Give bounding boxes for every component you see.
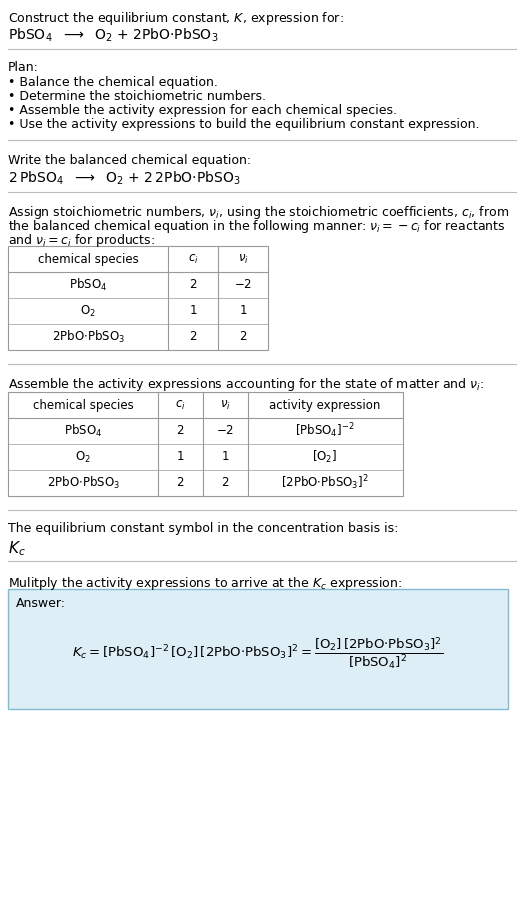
Text: Write the balanced chemical equation:: Write the balanced chemical equation: — [8, 154, 251, 167]
Text: $\nu_i$: $\nu_i$ — [220, 398, 231, 412]
Text: $\mathrm{PbSO_4}$: $\mathrm{PbSO_4}$ — [69, 277, 107, 293]
Text: $-2$: $-2$ — [216, 424, 234, 438]
Bar — [8, 589, 508, 709]
Text: $K_c$: $K_c$ — [8, 539, 26, 557]
Text: the balanced chemical equation in the following manner: $\nu_i = -c_i$ for react: the balanced chemical equation in the fo… — [8, 218, 506, 235]
Text: Construct the equilibrium constant, $K$, expression for:: Construct the equilibrium constant, $K$,… — [8, 10, 344, 27]
Text: 2: 2 — [189, 279, 196, 291]
Text: • Balance the chemical equation.: • Balance the chemical equation. — [8, 76, 218, 89]
Text: 1: 1 — [239, 305, 247, 317]
Text: $\mathrm{PbSO_4}$: $\mathrm{PbSO_4}$ — [64, 423, 102, 439]
Text: Answer:: Answer: — [16, 597, 66, 610]
Text: $\mathrm{O_2}$: $\mathrm{O_2}$ — [80, 304, 96, 318]
Text: $2\,\mathrm{PbSO_4}$  $\longrightarrow$  $\mathrm{O_2}$ + $2\,\mathrm{2PbO{\cdot: $2\,\mathrm{PbSO_4}$ $\longrightarrow$ $… — [8, 170, 241, 187]
Text: chemical species: chemical species — [38, 253, 138, 265]
Text: activity expression: activity expression — [269, 398, 381, 412]
Text: Plan:: Plan: — [8, 61, 39, 74]
Text: The equilibrium constant symbol in the concentration basis is:: The equilibrium constant symbol in the c… — [8, 522, 398, 535]
Text: $c_i$: $c_i$ — [174, 398, 185, 412]
Text: • Determine the stoichiometric numbers.: • Determine the stoichiometric numbers. — [8, 90, 266, 103]
Text: $K_c = [\mathrm{PbSO_4}]^{-2}\,[\mathrm{O_2}]\,[\mathrm{2PbO{\cdot}PbSO_3}]^2 = : $K_c = [\mathrm{PbSO_4}]^{-2}\,[\mathrm{… — [72, 636, 443, 672]
Text: $\mathrm{2PbO{\cdot}PbSO_3}$: $\mathrm{2PbO{\cdot}PbSO_3}$ — [51, 329, 125, 345]
Text: Mulitply the activity expressions to arrive at the $K_c$ expression:: Mulitply the activity expressions to arr… — [8, 575, 402, 592]
Text: Assemble the activity expressions accounting for the state of matter and $\nu_i$: Assemble the activity expressions accoun… — [8, 376, 484, 393]
Text: Assign stoichiometric numbers, $\nu_i$, using the stoichiometric coefficients, $: Assign stoichiometric numbers, $\nu_i$, … — [8, 204, 509, 221]
Text: 1: 1 — [176, 450, 184, 464]
Bar — [8, 392, 403, 496]
Text: 1: 1 — [221, 450, 229, 464]
Text: $-2$: $-2$ — [234, 279, 252, 291]
Text: chemical species: chemical species — [32, 398, 134, 412]
Text: $\mathrm{2PbO{\cdot}PbSO_3}$: $\mathrm{2PbO{\cdot}PbSO_3}$ — [47, 475, 119, 491]
Text: $\nu_i$: $\nu_i$ — [237, 253, 248, 265]
Text: $[\mathrm{2PbO{\cdot}PbSO_3}]^2$: $[\mathrm{2PbO{\cdot}PbSO_3}]^2$ — [281, 474, 369, 493]
Text: 2: 2 — [239, 331, 247, 343]
Text: $c_i$: $c_i$ — [188, 253, 199, 265]
Text: $\mathrm{O_2}$: $\mathrm{O_2}$ — [75, 450, 91, 465]
Text: 2: 2 — [189, 331, 196, 343]
Text: • Assemble the activity expression for each chemical species.: • Assemble the activity expression for e… — [8, 104, 397, 117]
Text: $[\mathrm{PbSO_4}]^{-2}$: $[\mathrm{PbSO_4}]^{-2}$ — [295, 422, 355, 441]
Text: • Use the activity expressions to build the equilibrium constant expression.: • Use the activity expressions to build … — [8, 118, 479, 131]
Bar — [8, 246, 268, 350]
Text: 2: 2 — [221, 476, 229, 489]
Text: $[\mathrm{O_2}]$: $[\mathrm{O_2}]$ — [312, 449, 337, 465]
Text: and $\nu_i = c_i$ for products:: and $\nu_i = c_i$ for products: — [8, 232, 155, 249]
Text: 1: 1 — [189, 305, 196, 317]
Text: 2: 2 — [176, 476, 184, 489]
Text: $\mathrm{PbSO_4}$  $\longrightarrow$  $\mathrm{O_2}$ + $\mathrm{2PbO{\cdot}PbSO_: $\mathrm{PbSO_4}$ $\longrightarrow$ $\ma… — [8, 27, 219, 44]
Text: 2: 2 — [176, 424, 184, 438]
